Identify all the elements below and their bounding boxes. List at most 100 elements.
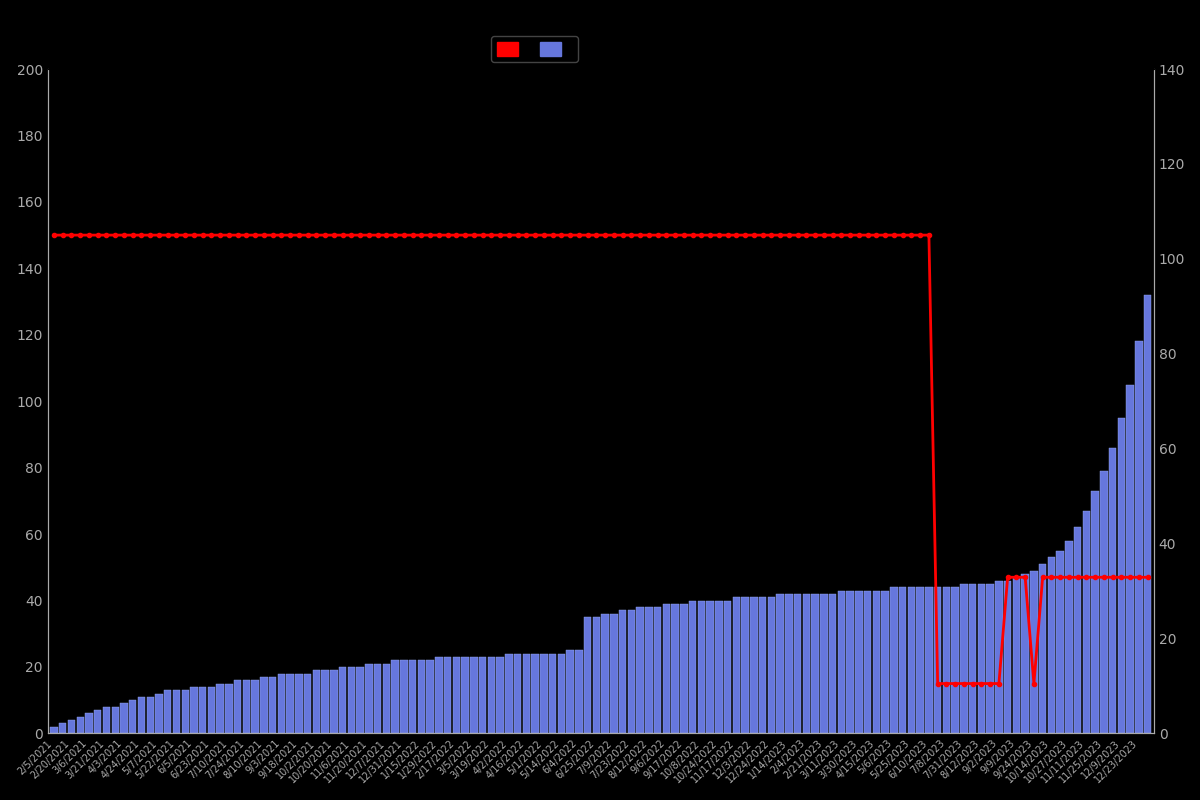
Bar (575, 650, 583, 734)
Bar (1127, 385, 1134, 734)
Bar (348, 667, 355, 734)
Bar (523, 654, 530, 734)
Bar (146, 697, 154, 734)
Bar (1048, 558, 1055, 734)
Bar (856, 590, 863, 734)
Bar (803, 594, 810, 734)
Bar (208, 687, 215, 734)
Bar (322, 670, 329, 734)
Bar (742, 597, 749, 734)
Bar (338, 667, 347, 734)
Bar (532, 654, 539, 734)
Bar (776, 594, 784, 734)
Bar (1030, 570, 1038, 734)
Bar (1144, 295, 1151, 734)
Bar (636, 607, 644, 734)
Bar (697, 601, 706, 734)
Bar (130, 700, 137, 734)
Bar (77, 717, 84, 734)
Bar (85, 714, 92, 734)
Bar (846, 590, 854, 734)
Bar (234, 680, 241, 734)
Bar (1100, 471, 1108, 734)
Bar (601, 614, 608, 734)
Bar (444, 657, 451, 734)
Bar (768, 597, 775, 734)
Bar (1135, 342, 1142, 734)
Bar (59, 723, 66, 734)
Bar (1056, 550, 1064, 734)
Bar (226, 683, 233, 734)
Bar (462, 657, 469, 734)
Bar (750, 597, 757, 734)
Bar (374, 664, 382, 734)
Bar (155, 694, 163, 734)
Bar (1021, 574, 1028, 734)
Legend: , : , (492, 36, 577, 62)
Bar (242, 680, 250, 734)
Bar (838, 590, 845, 734)
Bar (968, 584, 977, 734)
Bar (67, 720, 76, 734)
Bar (890, 587, 898, 734)
Bar (383, 664, 390, 734)
Bar (978, 584, 985, 734)
Bar (418, 660, 425, 734)
Bar (120, 703, 127, 734)
Bar (112, 707, 119, 734)
Bar (654, 607, 661, 734)
Bar (330, 670, 337, 734)
Bar (1074, 527, 1081, 734)
Bar (943, 587, 950, 734)
Bar (1082, 511, 1090, 734)
Bar (758, 597, 767, 734)
Bar (173, 690, 180, 734)
Bar (103, 707, 110, 734)
Bar (252, 680, 259, 734)
Bar (487, 657, 496, 734)
Bar (409, 660, 416, 734)
Bar (50, 726, 58, 734)
Bar (426, 660, 434, 734)
Bar (960, 584, 967, 734)
Bar (479, 657, 486, 734)
Bar (94, 710, 102, 734)
Bar (864, 590, 871, 734)
Bar (260, 677, 268, 734)
Bar (986, 584, 994, 734)
Bar (952, 587, 959, 734)
Bar (1039, 564, 1046, 734)
Bar (548, 654, 557, 734)
Bar (470, 657, 478, 734)
Bar (1092, 491, 1099, 734)
Bar (313, 670, 320, 734)
Bar (558, 654, 565, 734)
Bar (566, 650, 574, 734)
Bar (724, 601, 731, 734)
Bar (672, 604, 679, 734)
Bar (680, 604, 688, 734)
Bar (452, 657, 460, 734)
Bar (619, 610, 626, 734)
Bar (391, 660, 398, 734)
Bar (295, 674, 302, 734)
Bar (707, 601, 714, 734)
Bar (829, 594, 836, 734)
Bar (356, 667, 364, 734)
Bar (216, 683, 224, 734)
Bar (689, 601, 696, 734)
Bar (436, 657, 443, 734)
Bar (593, 617, 600, 734)
Bar (715, 601, 722, 734)
Bar (882, 590, 889, 734)
Bar (514, 654, 522, 734)
Bar (584, 617, 592, 734)
Bar (1066, 541, 1073, 734)
Bar (269, 677, 276, 734)
Bar (628, 610, 635, 734)
Bar (785, 594, 793, 734)
Bar (277, 674, 286, 734)
Bar (199, 687, 206, 734)
Bar (872, 590, 880, 734)
Bar (497, 657, 504, 734)
